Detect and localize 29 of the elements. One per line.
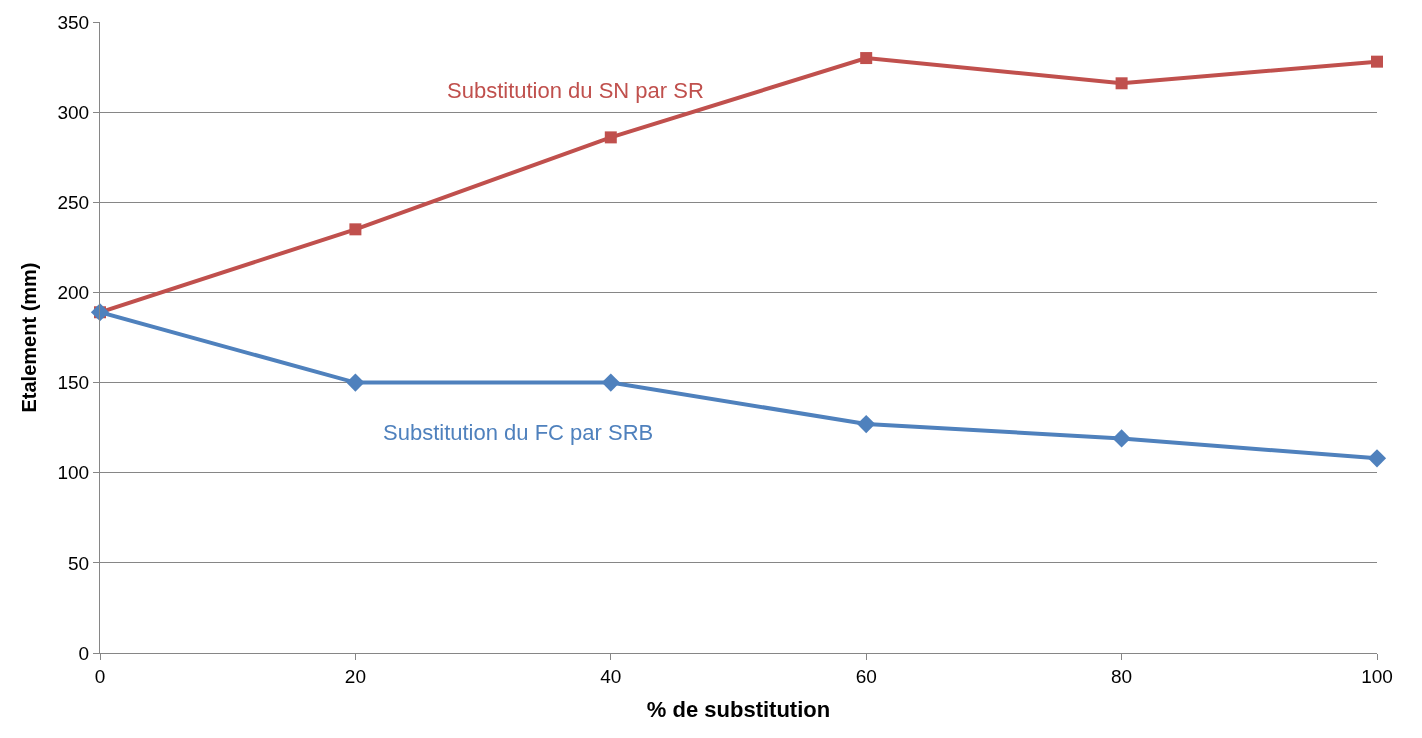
x-axis-title: % de substitution (646, 696, 831, 722)
x-tick-label: 100 (1361, 665, 1393, 687)
point (90, 303, 110, 322)
series-label: Substitution du FC par SRB (383, 420, 654, 445)
y-tick-label: 300 (57, 101, 90, 123)
point (601, 373, 620, 392)
y-tick-label: 100 (57, 462, 90, 484)
point (1367, 449, 1387, 468)
point (1112, 429, 1131, 448)
x-tick-label: 80 (1111, 665, 1133, 687)
series-label: Substitution du SN par SR (447, 78, 704, 103)
point (860, 52, 873, 65)
y-tick-label: 50 (68, 552, 90, 574)
y-tick-label: 150 (57, 372, 90, 394)
y-axis-title: Etalement (mm) (18, 262, 40, 413)
point (346, 373, 365, 392)
x-tick-label: 20 (344, 665, 366, 687)
y-tick-label: 250 (57, 191, 90, 213)
y-tick-label: 0 (78, 642, 90, 664)
point (604, 131, 617, 144)
x-tick-label: 40 (600, 665, 622, 687)
point (1371, 55, 1383, 68)
y-tick-label: 200 (57, 282, 90, 304)
x-tick-label: 60 (855, 665, 877, 687)
y-tick-label: 350 (57, 11, 90, 33)
point (857, 414, 876, 434)
point (1115, 77, 1128, 90)
x-tick-label: 0 (94, 665, 106, 687)
point (349, 223, 362, 236)
